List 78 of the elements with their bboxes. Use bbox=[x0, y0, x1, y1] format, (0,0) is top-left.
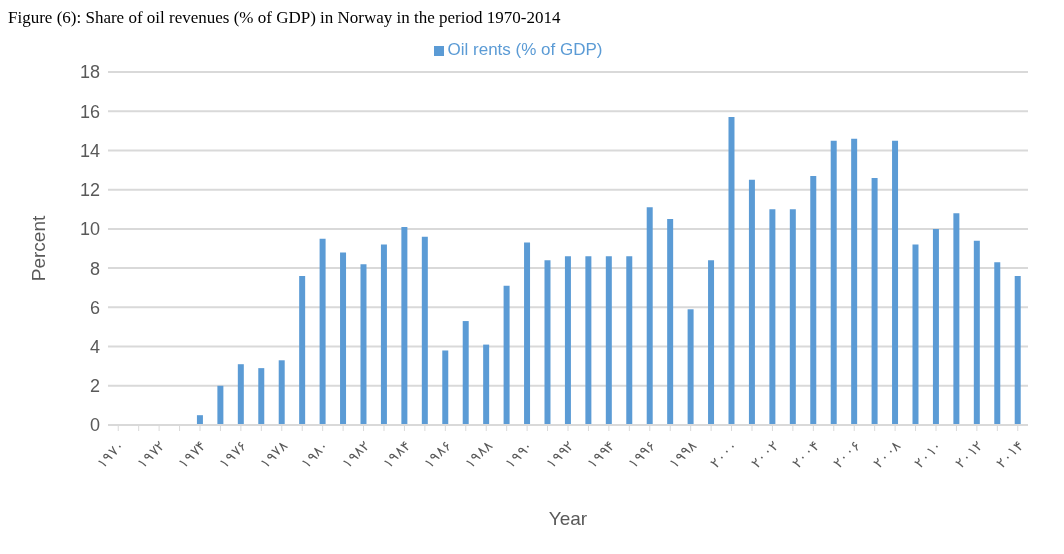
x-tick-label: ۱۹۷۲ bbox=[134, 436, 169, 471]
bar bbox=[912, 244, 919, 425]
y-tick-label: 6 bbox=[89, 297, 100, 318]
bar bbox=[789, 209, 796, 425]
x-tick-label: ۲۰۰۶ bbox=[829, 436, 864, 471]
x-tick-label: ۱۹۷۶ bbox=[216, 436, 250, 471]
bar bbox=[728, 117, 735, 425]
x-tick-label: ۱۹۷۰ bbox=[93, 436, 128, 471]
x-tick-label: ۲۰۱۰ bbox=[911, 436, 946, 471]
bar bbox=[687, 309, 694, 425]
x-tick-label: ۱۹۸۴ bbox=[379, 436, 414, 471]
bar bbox=[1014, 275, 1021, 425]
bar bbox=[646, 207, 653, 425]
bar bbox=[626, 256, 633, 425]
x-tick-label: ۲۰۰۴ bbox=[788, 436, 823, 471]
x-tick-label: ۱۹۸۰ bbox=[297, 436, 332, 471]
bar bbox=[605, 256, 612, 425]
bar bbox=[585, 256, 592, 425]
y-tick-label: 12 bbox=[79, 180, 100, 201]
bar bbox=[380, 244, 387, 425]
bar bbox=[299, 275, 306, 425]
y-axis-title: Percent bbox=[27, 215, 49, 282]
bar bbox=[503, 285, 510, 425]
bar bbox=[340, 252, 347, 425]
x-tick-label: ۲۰۰۸ bbox=[870, 436, 905, 471]
bar bbox=[953, 213, 960, 425]
bar bbox=[360, 264, 367, 425]
legend-label: Oil rents (% of GDP) bbox=[447, 40, 603, 59]
x-tick-label: ۲۰۰۲ bbox=[747, 436, 782, 471]
bar bbox=[810, 175, 817, 425]
bar bbox=[421, 236, 428, 425]
y-tick-label: 16 bbox=[79, 101, 100, 122]
x-tick-label: ۱۹۷۸ bbox=[256, 436, 291, 471]
bar bbox=[524, 242, 531, 425]
bar bbox=[564, 256, 571, 425]
x-tick-label: ۱۹۸۲ bbox=[338, 436, 373, 471]
y-tick-label: 0 bbox=[89, 415, 100, 436]
bar bbox=[258, 368, 265, 425]
x-tick-label: ۱۹۸۶ bbox=[420, 436, 455, 471]
bar bbox=[462, 321, 469, 425]
bar bbox=[994, 262, 1001, 425]
bar bbox=[748, 179, 755, 425]
y-tick-label: 4 bbox=[89, 336, 100, 357]
x-axis-title: Year bbox=[548, 508, 588, 529]
y-tick-label: 8 bbox=[89, 258, 100, 279]
bar bbox=[667, 219, 674, 425]
x-tick-label: ۱۹۷۴ bbox=[175, 436, 210, 471]
x-tick-label: ۲۰۱۴ bbox=[992, 436, 1027, 471]
x-tick-label: ۱۹۹۲ bbox=[543, 436, 578, 471]
bar bbox=[442, 350, 449, 425]
bar bbox=[401, 226, 408, 425]
x-tick-label: ۱۹۹۸ bbox=[665, 436, 700, 471]
bar bbox=[237, 364, 244, 425]
x-tick-label: ۲۰۱۲ bbox=[952, 436, 986, 471]
bar bbox=[871, 177, 878, 425]
y-tick-label: 18 bbox=[79, 62, 100, 83]
bar bbox=[196, 415, 203, 425]
bar bbox=[769, 209, 776, 425]
y-tick-label: 2 bbox=[89, 376, 100, 397]
bar bbox=[892, 140, 899, 425]
bar bbox=[830, 140, 837, 425]
bar bbox=[544, 260, 551, 425]
x-tick-label: ۲۰۰۰ bbox=[706, 436, 741, 471]
bar bbox=[851, 138, 858, 425]
bar bbox=[278, 360, 285, 425]
x-tick-label: ۱۹۹۰ bbox=[502, 436, 537, 471]
y-tick-label: 10 bbox=[79, 219, 100, 240]
bar bbox=[217, 385, 224, 425]
bar bbox=[708, 260, 715, 425]
chart-title: Figure (6): Share of oil revenues (% of GDP) in Norway in the period 1970-2014 bbox=[8, 8, 562, 29]
x-tick-label: ۱۹۹۴ bbox=[584, 436, 618, 471]
bar bbox=[932, 228, 939, 425]
bar bbox=[973, 240, 980, 425]
y-tick-label: 14 bbox=[79, 140, 100, 161]
x-tick-label: ۱۹۸۸ bbox=[461, 436, 496, 471]
bar bbox=[319, 238, 326, 425]
bar bbox=[483, 344, 490, 425]
x-tick-label: ۱۹۹۶ bbox=[624, 436, 659, 471]
